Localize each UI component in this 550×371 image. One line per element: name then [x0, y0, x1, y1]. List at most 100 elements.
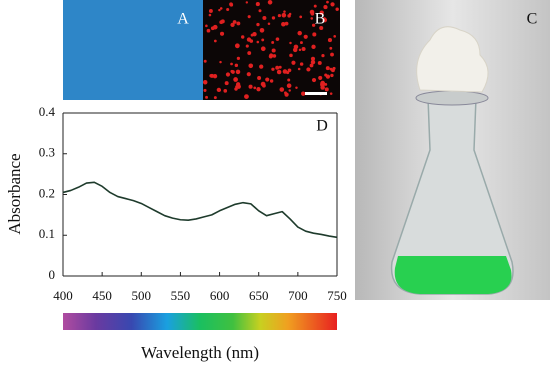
cell — [245, 1, 249, 4]
cell — [281, 21, 286, 27]
cell — [330, 52, 334, 57]
x-tick-label: 700 — [288, 288, 308, 303]
spectrum-line — [62, 181, 338, 239]
cell — [209, 74, 213, 78]
cell — [279, 87, 285, 92]
cell — [253, 86, 257, 90]
x-tick-label: 750 — [327, 288, 347, 303]
cell — [303, 34, 308, 39]
cell — [324, 87, 329, 92]
cell — [311, 77, 317, 83]
cell — [288, 89, 291, 92]
cell — [208, 9, 213, 13]
cell — [259, 64, 264, 69]
cell — [319, 25, 324, 30]
cell — [271, 16, 276, 20]
cell — [288, 12, 292, 16]
cell — [269, 79, 274, 83]
cell — [256, 40, 260, 44]
spectrum-bar — [63, 313, 337, 330]
cell — [330, 73, 334, 78]
cell — [247, 51, 252, 55]
cell — [223, 89, 228, 93]
cell — [246, 72, 251, 77]
cell — [330, 2, 335, 7]
cell — [218, 8, 221, 12]
cell — [325, 74, 331, 79]
cell-dots — [202, 0, 339, 100]
cell — [219, 60, 222, 64]
x-tick-label: 550 — [171, 288, 191, 303]
cell — [235, 69, 241, 75]
cell — [224, 81, 229, 86]
cell — [262, 83, 266, 88]
cell — [283, 10, 286, 13]
cell — [297, 30, 302, 36]
cell — [260, 46, 266, 52]
cell — [320, 11, 324, 15]
y-tick-label: 0.4 — [39, 104, 56, 119]
cell — [203, 59, 207, 63]
cell — [312, 32, 317, 37]
cell — [289, 53, 293, 58]
cell — [298, 48, 302, 52]
cell — [219, 7, 223, 10]
cell — [287, 78, 291, 82]
cell — [284, 21, 289, 26]
cell — [278, 65, 282, 69]
cell — [208, 13, 212, 17]
cell — [321, 54, 325, 58]
cell — [301, 91, 306, 96]
cell — [262, 15, 267, 20]
cell — [205, 95, 208, 99]
cell — [258, 9, 262, 13]
cell — [317, 61, 322, 65]
cell — [325, 66, 330, 71]
x-tick-label: 500 — [132, 288, 152, 303]
cell — [206, 28, 211, 33]
cell — [323, 5, 328, 10]
cell — [236, 84, 241, 89]
cell — [213, 96, 217, 100]
panel-label: D — [316, 118, 328, 135]
cell — [310, 17, 314, 20]
cell — [271, 67, 275, 71]
cell — [311, 23, 316, 27]
cell — [324, 82, 328, 86]
cell — [261, 38, 265, 42]
cell — [272, 54, 277, 58]
cell — [233, 77, 238, 82]
cell — [322, 17, 326, 21]
cell — [230, 62, 233, 66]
cell — [291, 60, 296, 65]
cell — [271, 41, 275, 44]
cell — [310, 59, 316, 65]
cell — [203, 88, 207, 92]
cell — [247, 15, 251, 19]
cell — [225, 72, 231, 77]
cell — [256, 87, 261, 92]
cell — [245, 44, 249, 48]
panel-label: C — [527, 11, 538, 28]
cell — [329, 92, 333, 95]
cell — [326, 0, 329, 4]
cell — [248, 84, 253, 89]
cell — [234, 63, 239, 68]
cell — [213, 39, 217, 43]
cell — [248, 63, 254, 69]
cell — [276, 69, 282, 75]
cell — [236, 21, 241, 26]
cell — [265, 77, 270, 82]
cell — [205, 24, 208, 28]
flask — [390, 26, 514, 295]
cell — [287, 68, 292, 73]
cell — [284, 92, 289, 97]
cell — [275, 65, 280, 70]
scale-bar — [305, 92, 327, 95]
panel-a-image — [63, 0, 203, 100]
cell — [300, 41, 303, 45]
cell — [212, 74, 218, 79]
x-axis-label: Wavelength (nm) — [141, 343, 259, 362]
x-tick-label: 600 — [210, 288, 230, 303]
cell — [267, 0, 273, 5]
